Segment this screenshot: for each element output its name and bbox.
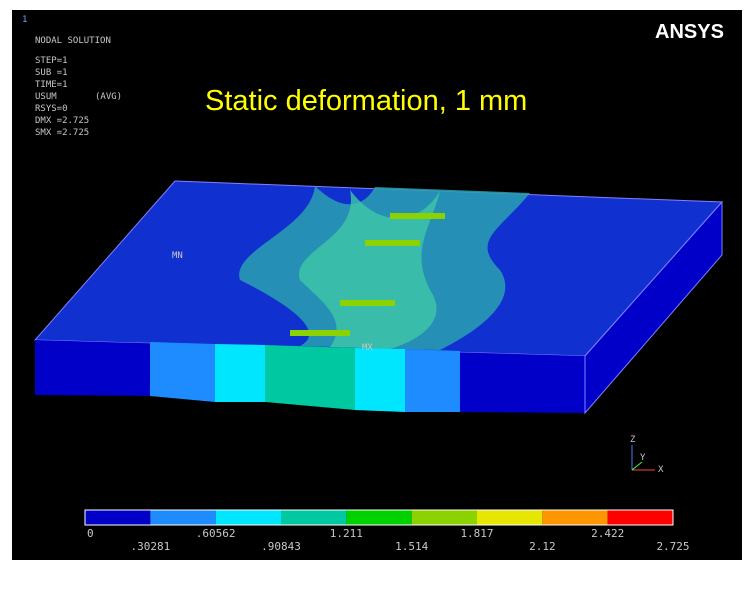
legend-label: 2.725 (656, 540, 689, 553)
max-label: MX (362, 343, 373, 353)
axis-y: Y (640, 453, 646, 463)
axis-z: Z (630, 435, 636, 445)
legend-swatch (150, 510, 215, 525)
info-line: RSYS=0 (35, 104, 68, 114)
window-number: 1 (22, 15, 27, 25)
axis-x: X (658, 465, 664, 475)
info-line: TIME=1 (35, 80, 68, 90)
brand-logo: ANSYS (655, 21, 724, 43)
legend-label: .30281 (130, 540, 170, 553)
legend-label: 1.211 (330, 527, 363, 540)
legend-swatch (346, 510, 411, 525)
title: Static deformation, 1 mm (205, 85, 527, 117)
legend-swatch (542, 510, 607, 525)
legend-label: .60562 (196, 527, 236, 540)
page: 1 ANSYS Static deformation, 1 mm NODAL S… (0, 0, 751, 616)
info-line: USUM (35, 92, 57, 102)
legend-swatch (412, 510, 477, 525)
legend-label: 2.12 (529, 540, 556, 553)
info-line: SUB =1 (35, 68, 68, 78)
info-line: STEP=1 (35, 56, 68, 66)
legend-label: .90843 (261, 540, 301, 553)
min-label: MN (172, 251, 183, 261)
legend-swatch (608, 510, 673, 525)
info-line: (AVG) (95, 92, 122, 102)
legend-swatch (281, 510, 346, 525)
info-line: NODAL SOLUTION (35, 36, 111, 46)
info-line: SMX =2.725 (35, 128, 89, 138)
legend-label: 0 (87, 527, 94, 540)
legend-swatch (216, 510, 281, 525)
ansys-screen: 1 ANSYS Static deformation, 1 mm NODAL S… (0, 0, 751, 616)
legend-swatch (477, 510, 542, 525)
legend-label: 2.422 (591, 527, 624, 540)
legend-label: 1.817 (460, 527, 493, 540)
legend-swatch (85, 510, 150, 525)
legend-label: 1.514 (395, 540, 428, 553)
info-line: DMX =2.725 (35, 116, 89, 126)
